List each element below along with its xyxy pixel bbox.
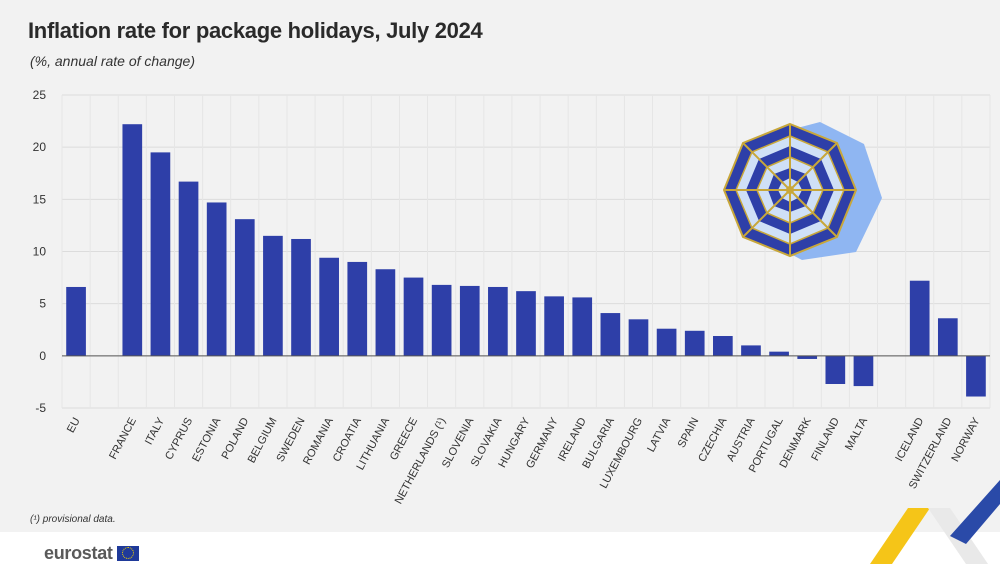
beach-umbrella-icon <box>722 122 882 260</box>
bar <box>459 285 480 356</box>
footnote-text: provisional data. <box>40 514 116 525</box>
bar-chart: -5 0 5 10 15 20 25 EU FRANCE ITALYCYPRUSESTONIAPO… <box>33 88 991 506</box>
bar <box>769 351 789 356</box>
bar <box>544 296 564 356</box>
bar <box>572 297 593 356</box>
bar <box>684 330 705 356</box>
bar <box>178 181 199 356</box>
x-tick-label: CYPRUS <box>163 416 195 462</box>
bar <box>263 235 283 356</box>
x-tick-label: EU <box>65 416 83 435</box>
bar <box>909 280 930 356</box>
bar <box>234 219 255 356</box>
bar <box>375 269 396 356</box>
y-tick-label: 20 <box>33 140 47 154</box>
x-tick-label: NORWAY <box>949 415 982 464</box>
bar <box>825 355 846 384</box>
x-tick-label: FINLAND <box>809 416 842 463</box>
y-tick-label: 10 <box>33 245 47 259</box>
y-tick-label: 5 <box>39 297 46 311</box>
bar <box>600 313 621 356</box>
x-tick-label: SPAIN <box>676 416 702 450</box>
x-tick-label: LATVIA <box>645 415 673 454</box>
x-tick-label: FRANCE <box>107 416 139 462</box>
bar <box>937 318 958 356</box>
bar <box>741 345 761 356</box>
bar <box>488 286 508 356</box>
bar <box>150 152 171 356</box>
bar <box>516 291 536 356</box>
bar <box>403 277 424 356</box>
bar <box>853 355 874 387</box>
x-tick-label: MALTA <box>843 415 870 452</box>
x-tick-label: GREECE <box>388 416 420 463</box>
footnote: (¹) provisional data. <box>30 514 116 525</box>
bar <box>206 202 227 356</box>
bar <box>347 261 368 356</box>
y-tick-label: 0 <box>39 349 46 363</box>
bar <box>797 355 818 359</box>
bar <box>122 124 143 356</box>
bar <box>431 284 452 356</box>
chart-title: Inflation rate for package holidays, Jul… <box>28 18 483 43</box>
bar <box>319 257 339 356</box>
x-tick-label: NETHERLANDS (¹) <box>393 416 449 506</box>
bar <box>713 336 733 356</box>
bar <box>966 355 986 397</box>
y-tick-label: 15 <box>33 192 47 206</box>
x-tick-label: ITALY <box>143 415 167 447</box>
x-tick-label: POLAND <box>220 416 252 462</box>
bar <box>291 238 311 356</box>
chart-subtitle: (%, annual rate of change) <box>30 53 195 69</box>
bar <box>628 319 649 356</box>
corner-decoration <box>870 480 1000 564</box>
y-tick-label: 25 <box>33 88 47 102</box>
bar <box>66 286 86 356</box>
bar <box>656 328 677 356</box>
y-tick-label: -5 <box>35 401 46 415</box>
x-tick-label: ESTONIA <box>190 415 223 464</box>
brand-name: eurostat <box>44 542 113 563</box>
eurostat-logo: eurostat <box>44 542 139 564</box>
eu-flag-icon <box>116 545 139 561</box>
footnote-mark: (¹) <box>30 514 40 525</box>
